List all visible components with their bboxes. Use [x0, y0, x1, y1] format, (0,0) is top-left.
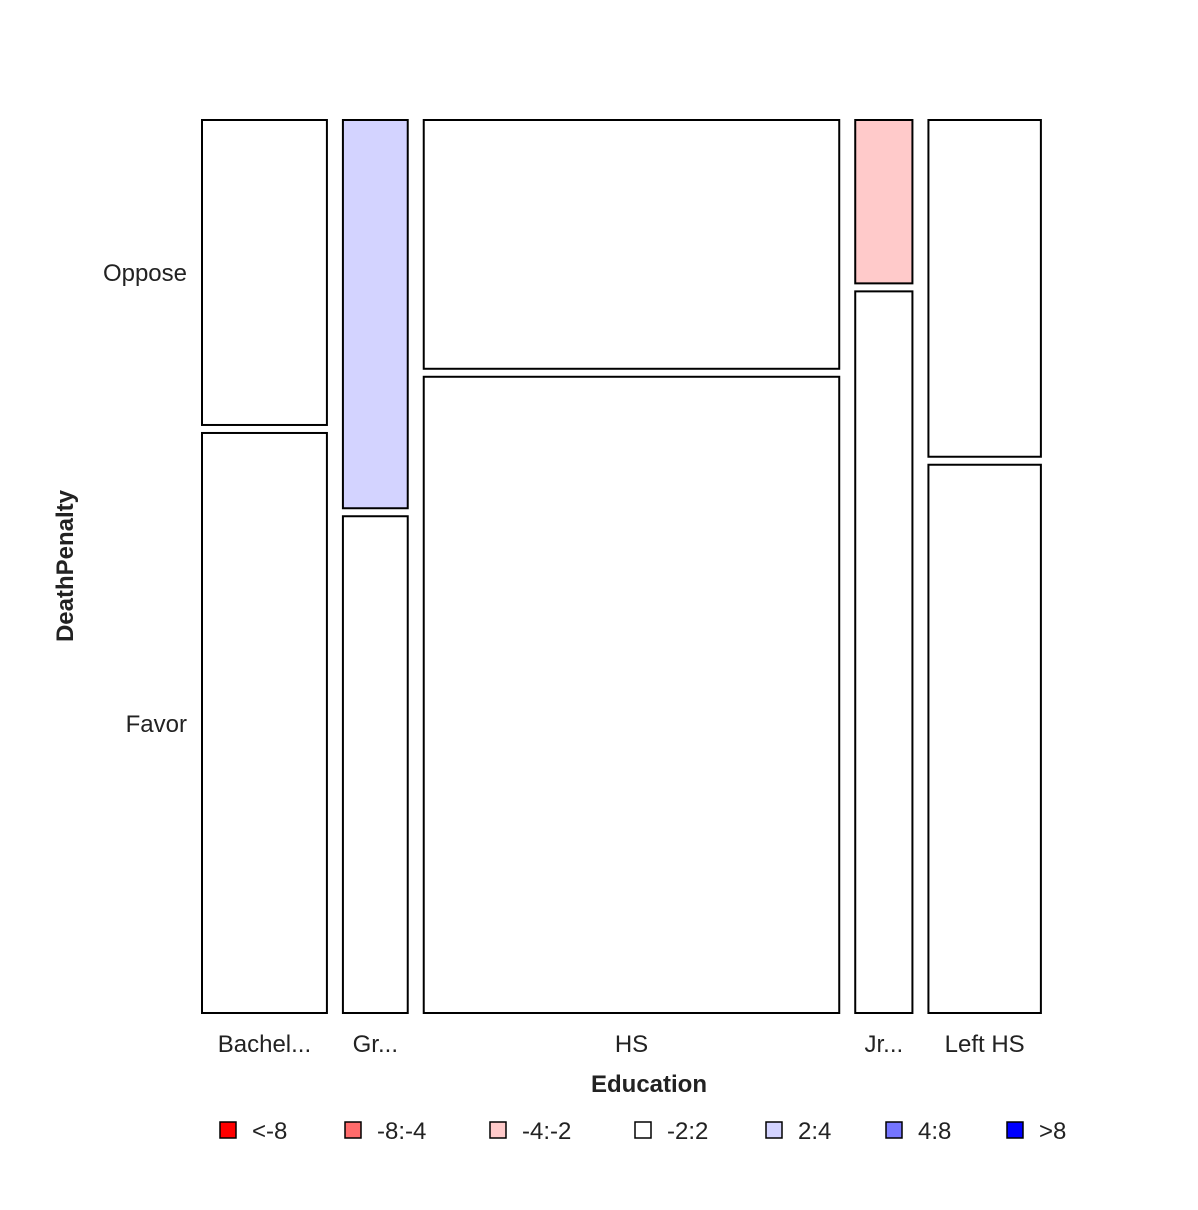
y-tick-label: Oppose	[103, 260, 187, 287]
legend: <-8 -8:-4 -4:-2 -2:2 2:4 4:8 >8	[219, 1118, 1066, 1145]
x-axis-title: Education	[591, 1071, 707, 1098]
y-tick-labels: Oppose Favor	[103, 260, 187, 738]
legend-swatch	[1006, 1121, 1024, 1139]
tile-favor-2	[422, 375, 841, 1014]
x-tick-labels: Bachel... Gr... HS Jr... Left HS	[218, 1031, 1025, 1058]
legend-item: -4:-2	[489, 1118, 571, 1145]
legend-item: >8	[1006, 1118, 1066, 1145]
legend-label: 2:4	[798, 1118, 831, 1145]
x-tick-label: Jr...	[864, 1031, 903, 1058]
mosaic-tiles	[201, 119, 1042, 1015]
legend-swatch	[219, 1121, 237, 1139]
legend-item: 4:8	[885, 1118, 951, 1145]
tile-favor-1	[341, 515, 409, 1014]
legend-item: 2:4	[765, 1118, 831, 1145]
tile-favor-4	[927, 463, 1042, 1014]
tile-favor-3	[854, 290, 914, 1015]
legend-label: 4:8	[918, 1118, 951, 1145]
legend-item: <-8	[219, 1118, 287, 1145]
legend-swatch	[885, 1121, 903, 1139]
y-tick-label: Favor	[126, 711, 187, 738]
tile-oppose-4	[927, 119, 1042, 458]
x-tick-label: Bachel...	[218, 1031, 311, 1058]
tile-oppose-1	[341, 119, 409, 510]
x-tick-label: Gr...	[353, 1031, 398, 1058]
legend-item: -8:-4	[344, 1118, 426, 1145]
tile-oppose-3	[854, 119, 914, 285]
legend-label: -8:-4	[377, 1118, 426, 1145]
legend-label: -4:-2	[522, 1118, 571, 1145]
y-axis-title: DeathPenalty	[52, 489, 79, 642]
tile-oppose-0	[201, 119, 328, 426]
legend-swatch	[765, 1121, 783, 1139]
legend-swatch	[634, 1121, 652, 1139]
legend-swatch	[489, 1121, 507, 1139]
legend-swatch	[344, 1121, 362, 1139]
x-tick-label: Left HS	[945, 1031, 1025, 1058]
legend-label: <-8	[252, 1118, 287, 1145]
legend-item: -2:2	[634, 1118, 708, 1145]
tile-oppose-2	[422, 119, 841, 370]
legend-label: -2:2	[667, 1118, 708, 1145]
x-tick-label: HS	[615, 1031, 648, 1058]
legend-label: >8	[1039, 1118, 1066, 1145]
tile-favor-0	[201, 431, 328, 1014]
